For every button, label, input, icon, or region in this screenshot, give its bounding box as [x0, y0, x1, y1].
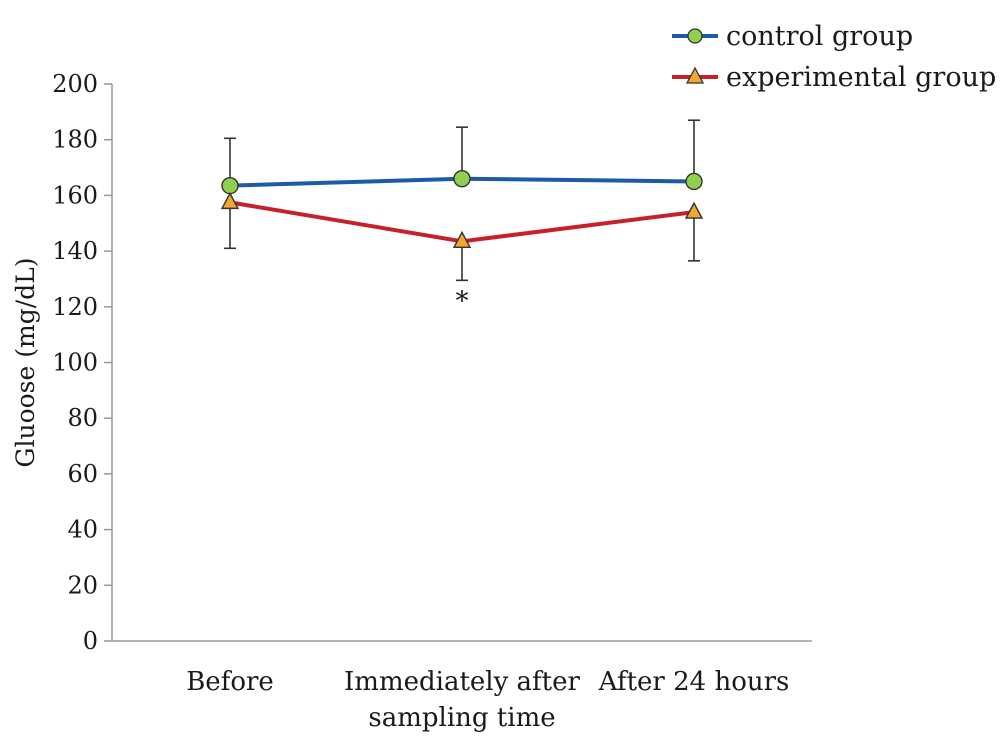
legend: control group experimental group [672, 21, 996, 93]
data-point [221, 176, 239, 195]
legend-label: experimental group [726, 62, 996, 93]
significance-marker: * [456, 287, 469, 317]
legend-swatch-marker [687, 28, 703, 44]
x-category-label-line: Before [186, 667, 274, 697]
y-tick-label: 180 [52, 126, 98, 154]
legend-swatch-marker [685, 66, 705, 84]
y-tick-label: 200 [52, 70, 98, 98]
y-tick-label: 140 [52, 237, 98, 265]
series-control-group [221, 119, 703, 195]
x-category-label-line: sampling time [368, 703, 555, 733]
x-category-label-line: Immediately after [344, 667, 580, 697]
y-tick-label: 80 [67, 404, 98, 432]
data-point [453, 169, 471, 188]
y-axis-ticks: 0 20 40 60 80 100 120 140 160 180 200 [52, 70, 112, 655]
y-tick-label: 40 [67, 516, 98, 544]
y-tick-label: 160 [52, 181, 98, 209]
series-layer [220, 119, 704, 282]
x-category-label: Immediately after sampling time [344, 667, 580, 733]
x-category-label: After 24 hours [598, 667, 790, 697]
data-point [220, 191, 240, 210]
x-category-label-line: After 24 hours [598, 667, 790, 697]
y-tick-label: 120 [52, 293, 98, 321]
x-axis-category-labels: Before Immediately after sampling time Afte… [186, 667, 789, 733]
x-category-label: Before [186, 667, 274, 697]
y-tick-label: 60 [67, 460, 98, 488]
series-experimental-group [220, 191, 704, 282]
data-point [452, 230, 472, 249]
y-tick-label: 100 [52, 349, 98, 377]
y-axis-title: Gluoose (mg/dL) [11, 258, 40, 468]
annotations: * [456, 287, 469, 317]
y-tick-label: 20 [67, 571, 98, 599]
y-tick-label: 0 [83, 627, 98, 655]
data-point [684, 201, 704, 219]
data-point [685, 172, 703, 191]
legend-label: control group [726, 21, 913, 52]
